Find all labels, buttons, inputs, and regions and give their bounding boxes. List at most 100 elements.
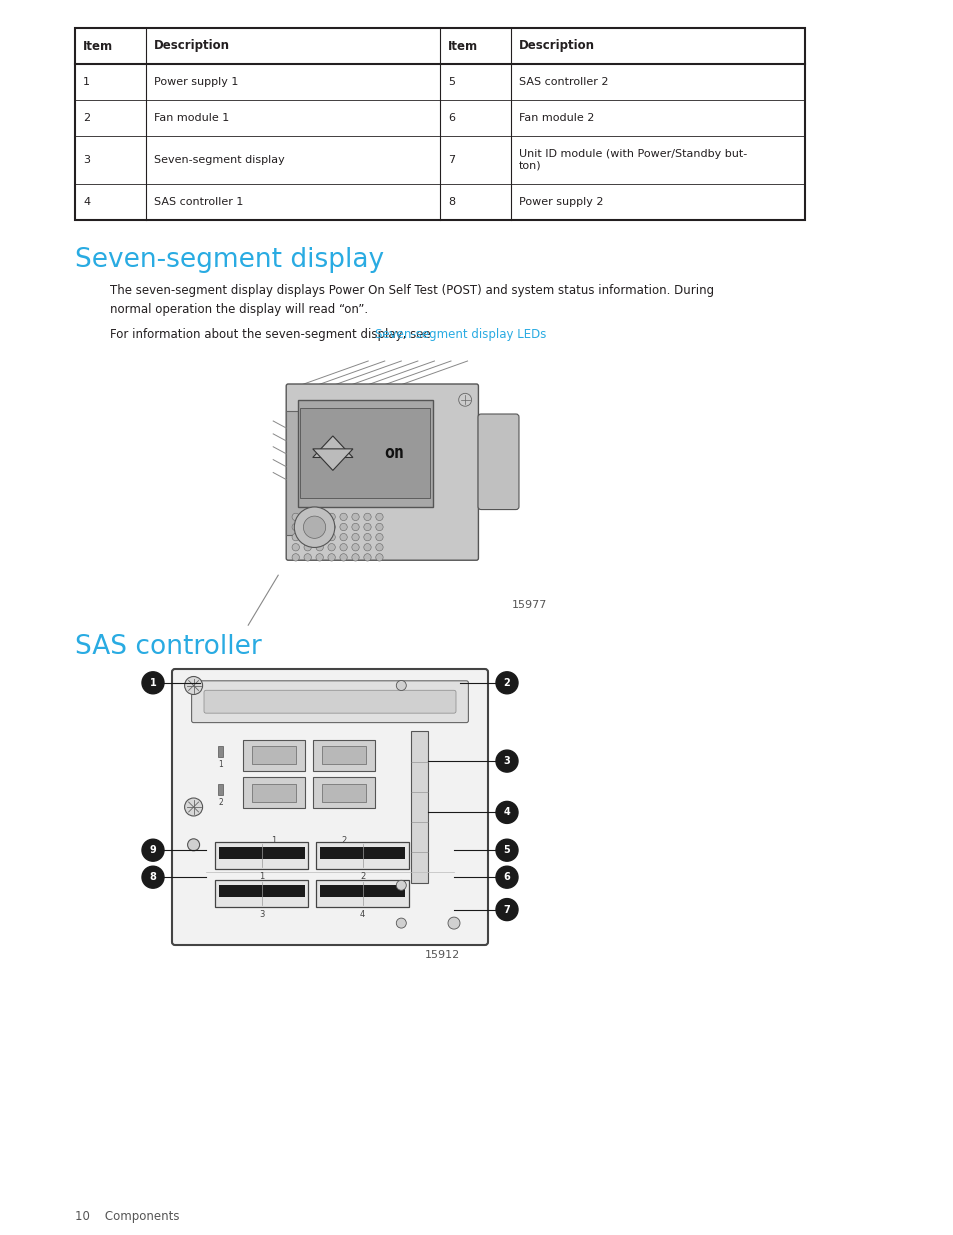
FancyBboxPatch shape	[477, 414, 518, 510]
Text: SAS controller 2: SAS controller 2	[518, 77, 607, 86]
Text: 3: 3	[503, 756, 510, 766]
Circle shape	[375, 534, 383, 541]
Circle shape	[375, 514, 383, 521]
Circle shape	[395, 918, 406, 927]
Text: For information about the seven-segment display, see: For information about the seven-segment …	[110, 329, 434, 341]
FancyBboxPatch shape	[286, 384, 478, 561]
Bar	[253, 783, 295, 803]
Text: 4: 4	[83, 198, 90, 207]
Circle shape	[304, 553, 311, 561]
Bar	[215, 842, 308, 869]
Text: 2: 2	[83, 112, 90, 124]
Text: 2: 2	[359, 872, 365, 881]
Circle shape	[458, 393, 471, 406]
Bar	[322, 746, 365, 764]
Text: 10    Components: 10 Components	[75, 1210, 179, 1223]
Circle shape	[304, 534, 311, 541]
Text: 1: 1	[150, 678, 156, 688]
Circle shape	[292, 553, 299, 561]
Circle shape	[292, 543, 299, 551]
Text: Description: Description	[153, 40, 230, 53]
Circle shape	[339, 534, 347, 541]
Bar	[313, 740, 375, 771]
Circle shape	[352, 534, 359, 541]
Text: Unit ID module (with Power/Standby but-
ton): Unit ID module (with Power/Standby but- …	[518, 149, 746, 170]
Circle shape	[339, 543, 347, 551]
Bar	[319, 847, 405, 860]
Circle shape	[315, 524, 323, 531]
Bar	[243, 740, 305, 771]
Circle shape	[339, 514, 347, 521]
Circle shape	[315, 543, 323, 551]
Text: 7: 7	[448, 156, 455, 165]
Bar	[315, 842, 409, 869]
Text: Item: Item	[83, 40, 113, 53]
Circle shape	[352, 543, 359, 551]
Bar	[215, 879, 308, 906]
Circle shape	[315, 553, 323, 561]
Circle shape	[188, 839, 199, 851]
Bar	[219, 847, 304, 860]
Text: 8: 8	[150, 872, 156, 882]
Text: 3: 3	[259, 910, 264, 919]
Circle shape	[496, 802, 517, 824]
Circle shape	[375, 543, 383, 551]
Text: Description: Description	[518, 40, 594, 53]
Circle shape	[339, 524, 347, 531]
Bar	[313, 777, 375, 809]
Circle shape	[185, 798, 202, 816]
Text: 3: 3	[83, 156, 90, 165]
Bar	[218, 783, 223, 794]
Bar	[253, 746, 295, 764]
Bar	[75, 28, 804, 220]
Text: 1: 1	[83, 77, 90, 86]
Text: Power supply 2: Power supply 2	[518, 198, 602, 207]
Circle shape	[496, 672, 517, 694]
Circle shape	[363, 524, 371, 531]
Text: SAS controller 1: SAS controller 1	[153, 198, 243, 207]
Text: SAS controller: SAS controller	[75, 634, 261, 659]
Circle shape	[363, 514, 371, 521]
Text: 8: 8	[448, 198, 455, 207]
Text: 9: 9	[150, 845, 156, 855]
Circle shape	[303, 516, 325, 538]
Text: 4: 4	[503, 808, 510, 818]
Bar	[286, 411, 306, 536]
Circle shape	[304, 543, 311, 551]
Circle shape	[395, 680, 406, 690]
Circle shape	[395, 881, 406, 890]
Bar	[300, 409, 430, 498]
Bar	[322, 783, 365, 803]
Circle shape	[448, 918, 459, 929]
Circle shape	[496, 840, 517, 861]
Circle shape	[304, 514, 311, 521]
Bar	[319, 884, 405, 897]
Circle shape	[496, 750, 517, 772]
Circle shape	[142, 840, 164, 861]
Text: 15912: 15912	[424, 950, 459, 960]
Bar	[297, 400, 433, 506]
Text: 6: 6	[448, 112, 455, 124]
Circle shape	[185, 677, 202, 694]
Text: 15977: 15977	[512, 600, 547, 610]
Circle shape	[375, 553, 383, 561]
Text: The seven-segment display displays Power On Self Test (POST) and system status i: The seven-segment display displays Power…	[110, 284, 714, 316]
Circle shape	[375, 524, 383, 531]
Text: 5: 5	[448, 77, 455, 86]
Circle shape	[328, 524, 335, 531]
Circle shape	[352, 553, 359, 561]
Circle shape	[142, 672, 164, 694]
Bar	[410, 731, 427, 883]
Circle shape	[339, 553, 347, 561]
FancyBboxPatch shape	[172, 669, 488, 945]
Text: 1: 1	[259, 872, 264, 881]
Text: 1: 1	[272, 836, 276, 845]
Bar	[243, 777, 305, 809]
Circle shape	[363, 553, 371, 561]
Text: 2: 2	[218, 798, 223, 806]
Text: 1: 1	[218, 760, 223, 768]
Text: Power supply 1: Power supply 1	[153, 77, 237, 86]
Text: Seven-segment display: Seven-segment display	[153, 156, 284, 165]
FancyBboxPatch shape	[192, 680, 468, 722]
Circle shape	[315, 534, 323, 541]
